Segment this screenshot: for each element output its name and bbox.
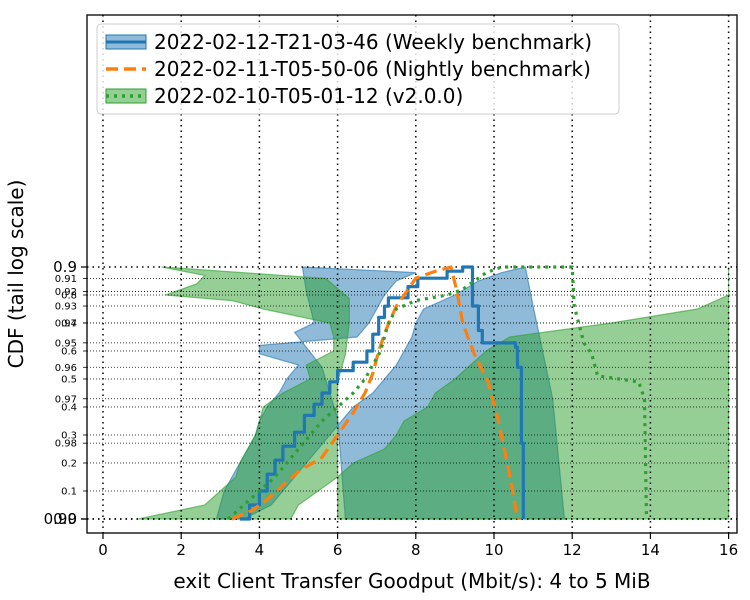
- confidence-bands: [138, 266, 730, 520]
- x-tick-label: 14: [641, 541, 660, 559]
- y-tick-label-minor: 0.94: [55, 318, 77, 329]
- y-tick-label-minor: 0.4: [61, 403, 77, 414]
- y-tick-label-minor: 0.93: [55, 302, 77, 313]
- series-line-2: [231, 265, 520, 521]
- y-tick-label-minor: 0.8: [61, 291, 77, 302]
- legend-label: 2022-02-12-T21-03-46 (Weekly benchmark): [154, 30, 592, 54]
- y-tick-label-major: 0.9: [53, 258, 77, 276]
- plot-frame: [86, 14, 738, 534]
- grid-lines: [87, 15, 737, 533]
- series-line-1: [239, 265, 525, 521]
- y-tick-label-minor: 0.2: [61, 459, 77, 470]
- legend-label: 2022-02-10-T05-01-12 (v2.0.0): [154, 84, 463, 108]
- y-tick-label-minor: 0.96: [55, 363, 77, 374]
- x-tick-label: 4: [255, 541, 265, 559]
- x-tick-label: 6: [333, 541, 343, 559]
- y-tick-label-minor: 0.6: [61, 347, 77, 358]
- x-tick-label: 0: [98, 541, 108, 559]
- x-tick-label: 16: [719, 541, 738, 559]
- y-axis-title: CDF (tail log scale): [4, 180, 28, 369]
- y-tick-label-major: 0.0: [53, 510, 77, 528]
- x-tick-label: 10: [484, 541, 503, 559]
- y-tick-label-minor: 0.91: [55, 274, 77, 285]
- axis-ticks: 0 2 4 6 8 10 12 14 160.00.90.990.10.20.30.40.50.…: [44, 258, 739, 559]
- y-tick-label-minor: 0.5: [61, 375, 77, 386]
- y-tick-label-minor: 0.7: [61, 319, 77, 330]
- legend-box: [96, 23, 620, 115]
- y-tick-label-minor: 0.1: [61, 487, 77, 498]
- legend: 2022-02-12-T21-03-46 (Weekly benchmark) 2…: [96, 23, 620, 115]
- series-lines: [227, 265, 649, 521]
- y-tick-label-minor: 0.3: [61, 431, 77, 442]
- y-tick-label-minor: 0.97: [55, 394, 77, 405]
- y-tick-label-minor: 0.95: [55, 338, 77, 349]
- series-line-3: [227, 265, 649, 521]
- x-tick-label: 8: [411, 541, 421, 559]
- legend-label: 2022-02-11-T05-50-06 (Nightly benchmark): [154, 57, 591, 81]
- y-tick-label-minor: 0.98: [55, 439, 77, 450]
- x-tick-label: 2: [176, 541, 186, 559]
- y-tick-label-minor: 0.92: [55, 287, 77, 298]
- x-tick-label: 12: [563, 541, 582, 559]
- x-axis-title: exit Client Transfer Goodput (Mbit/s): 4…: [173, 569, 650, 593]
- y-tick-label-major: 0.99: [44, 510, 77, 528]
